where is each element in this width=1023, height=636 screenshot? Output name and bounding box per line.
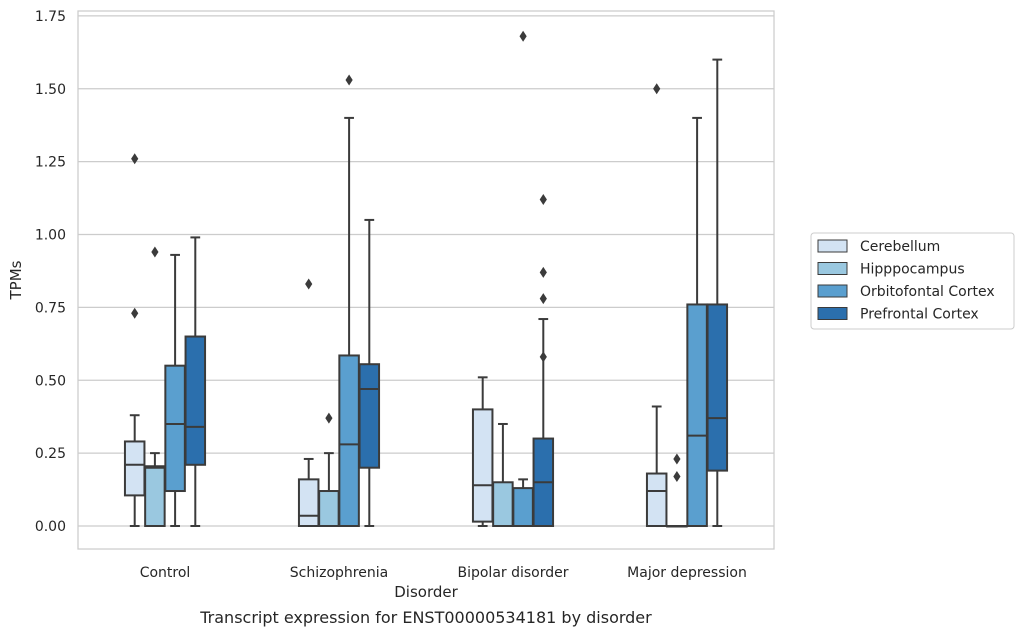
y-tick-label: 1.50 — [35, 82, 66, 98]
box — [144, 465, 166, 527]
box — [297, 478, 320, 527]
legend-label: Prefrontal Cortex — [860, 307, 979, 323]
box — [318, 490, 340, 527]
legend-label: Cerebellum — [860, 239, 940, 255]
box — [338, 354, 360, 527]
box-groups — [123, 30, 729, 528]
box — [686, 303, 708, 527]
box-group — [318, 412, 340, 527]
y-tick-label: 0.75 — [35, 300, 66, 316]
legend-label: Orbitofontal Cortex — [860, 284, 995, 300]
box — [123, 440, 146, 497]
box-group — [144, 246, 166, 527]
y-tick-label: 0.50 — [35, 373, 66, 389]
legend-swatch — [817, 284, 848, 298]
y-tick-label: 1.75 — [35, 9, 66, 25]
box — [184, 335, 207, 466]
outlier-point — [673, 470, 681, 482]
box-group — [123, 153, 146, 527]
outlier-point — [345, 74, 353, 86]
outlier-point — [519, 30, 527, 42]
y-tick-label: 1.25 — [35, 155, 66, 171]
y-tick-label: 1.00 — [35, 228, 66, 244]
x-tick-label: Control — [140, 565, 191, 581]
outlier-point — [539, 293, 547, 305]
outlier-point — [539, 351, 547, 363]
box — [164, 364, 186, 493]
box — [471, 408, 494, 523]
box-group — [358, 218, 381, 527]
box — [512, 487, 534, 528]
x-tick-label: Bipolar disorder — [457, 565, 568, 581]
box-group — [532, 194, 555, 527]
x-axis-label: Disorder — [394, 583, 458, 601]
box-group — [471, 376, 494, 527]
box — [645, 472, 668, 527]
legend-swatch — [817, 262, 848, 275]
box-group — [706, 58, 729, 527]
legend-label: Hipppocampus — [860, 262, 965, 278]
x-tick-label: Schizophrenia — [290, 565, 388, 581]
outlier-point — [539, 266, 547, 278]
y-axis-label: TPMs — [7, 260, 25, 300]
outlier-point — [325, 412, 333, 424]
outlier-point — [673, 453, 681, 465]
y-tick-label: 0.00 — [35, 519, 66, 535]
y-tick-label: 0.25 — [35, 446, 66, 462]
legend: Cerebellum Hipppocampus Orbitofontal Corte… — [810, 232, 1015, 330]
box — [492, 481, 514, 527]
box — [358, 363, 381, 469]
outlier-point — [131, 153, 139, 165]
legend-swatch — [817, 307, 848, 320]
x-tick-label: Major depression — [627, 565, 747, 581]
outlier-point — [305, 278, 313, 290]
chart-caption: Transcript expression for ENST0000053418… — [199, 608, 652, 627]
legend-swatch — [817, 239, 848, 253]
legend-frame — [810, 232, 1015, 330]
x-tick-labels: Control Schizophrenia Bipolar disorder Majo… — [140, 565, 747, 581]
box-group — [164, 253, 186, 527]
outlier-point — [539, 194, 547, 206]
outlier-point — [653, 83, 661, 95]
y-tick-labels: 0.00 0.25 0.50 0.75 1.00 1.25 1.50 1.75 — [35, 9, 66, 535]
box — [706, 303, 729, 472]
outlier-point — [131, 307, 139, 319]
box-group — [184, 236, 207, 527]
box-group — [645, 83, 668, 527]
outlier-point — [151, 246, 159, 258]
